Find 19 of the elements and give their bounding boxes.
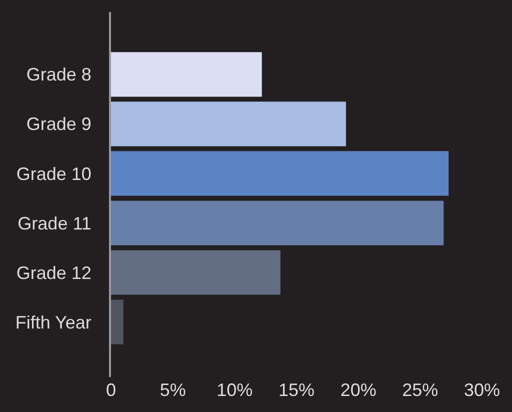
y-tick-label: Grade 9 — [26, 114, 92, 134]
bar — [111, 52, 262, 97]
x-tick-label: 15% — [278, 380, 315, 400]
x-tick-label: 5% — [160, 380, 186, 400]
x-tick-label: 10% — [216, 380, 253, 400]
bar — [111, 151, 449, 196]
x-tick-label: 25% — [402, 380, 438, 400]
bar — [111, 200, 444, 246]
y-tick-label: Grade 12 — [16, 262, 92, 283]
bar — [111, 250, 280, 295]
y-tick-label: Grade 11 — [18, 213, 92, 234]
y-tick-label: Grade 10 — [16, 164, 92, 184]
bar — [111, 102, 346, 146]
x-tick-label: 0 — [106, 380, 116, 400]
y-tick-label: Fifth Year — [15, 312, 92, 332]
x-tick-label: 20% — [340, 380, 376, 400]
x-tick-label: 30% — [464, 380, 500, 400]
bar — [111, 300, 124, 344]
y-tick-label: Grade 8 — [26, 64, 92, 85]
